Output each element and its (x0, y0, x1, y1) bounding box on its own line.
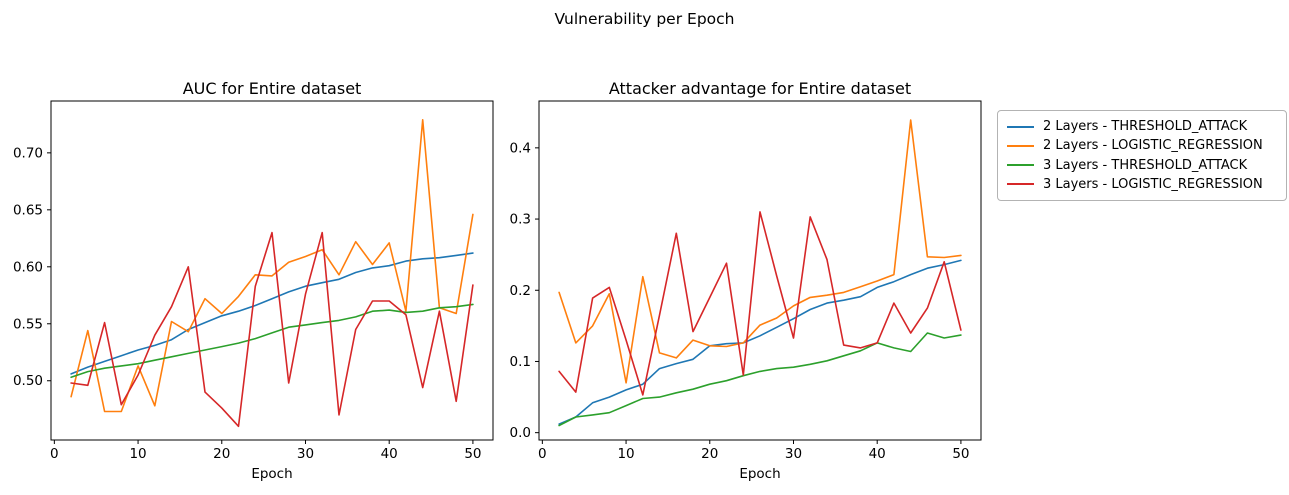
legend: 2 Layers - THRESHOLD_ATTACK 2 Layers - L… (997, 110, 1287, 201)
axes-frame (538, 100, 982, 441)
y-tick-label: 0.3 (510, 212, 531, 228)
series-line (558, 259, 962, 425)
y-tick-label: 0.4 (510, 140, 531, 156)
series-line (558, 211, 962, 396)
x-tick-label: 20 (213, 446, 230, 462)
legend-item: 3 Layers - LOGISTIC_REGRESSION (1007, 177, 1277, 192)
figure-title: Vulnerability per Epoch (554, 10, 735, 28)
x-tick-label: 30 (785, 446, 802, 462)
x-tick-label: 50 (952, 446, 969, 462)
legend-line-swatch-orange (1007, 144, 1034, 147)
y-tick-label: 0.50 (13, 373, 43, 389)
x-tick-label: 40 (381, 446, 398, 462)
legend-line-swatch-green (1007, 164, 1034, 167)
legend-label: 2 Layers - LOGISTIC_REGRESSION (1043, 138, 1263, 154)
legend-label: 2 Layers - THRESHOLD_ATTACK (1043, 119, 1248, 135)
y-tick-label: 0.65 (13, 202, 43, 218)
series-line (558, 332, 962, 427)
legend-line-swatch-blue (1007, 125, 1034, 128)
legend-item: 2 Layers - LOGISTIC_REGRESSION (1007, 138, 1277, 153)
y-tick-label: 0.70 (13, 145, 43, 161)
y-tick-label: 0.1 (510, 354, 531, 370)
y-tick-label: 0.55 (13, 316, 43, 332)
legend-label: 3 Layers - LOGISTIC_REGRESSION (1043, 176, 1263, 192)
series-line (70, 231, 474, 428)
x-tick-label: 10 (617, 446, 634, 462)
series-line (70, 252, 474, 375)
x-tick-label: 0 (538, 446, 547, 462)
series-line (558, 119, 962, 384)
x-tick-label: 30 (297, 446, 314, 462)
y-tick-label: 0.60 (13, 259, 43, 275)
series-line (70, 303, 474, 379)
x-tick-label: 40 (869, 446, 886, 462)
x-tick-label: 10 (129, 446, 146, 462)
chart-advantage-title: Attacker advantage for Entire dataset (608, 79, 912, 98)
legend-item: 3 Layers - THRESHOLD_ATTACK (1007, 158, 1277, 173)
legend-line-swatch-red (1007, 183, 1034, 186)
y-tick-label: 0.0 (510, 425, 531, 441)
legend-item: 2 Layers - THRESHOLD_ATTACK (1007, 119, 1277, 134)
chart-auc-title: AUC for Entire dataset (182, 79, 362, 98)
y-tick-label: 0.2 (510, 283, 531, 299)
axes-frame (50, 100, 494, 441)
legend-label: 3 Layers - THRESHOLD_ATTACK (1043, 157, 1248, 173)
x-axis-label: Epoch (739, 466, 780, 482)
x-axis-label: Epoch (251, 466, 292, 482)
series-line (70, 119, 474, 413)
x-tick-label: 50 (464, 446, 481, 462)
x-tick-label: 0 (50, 446, 59, 462)
x-tick-label: 20 (701, 446, 718, 462)
